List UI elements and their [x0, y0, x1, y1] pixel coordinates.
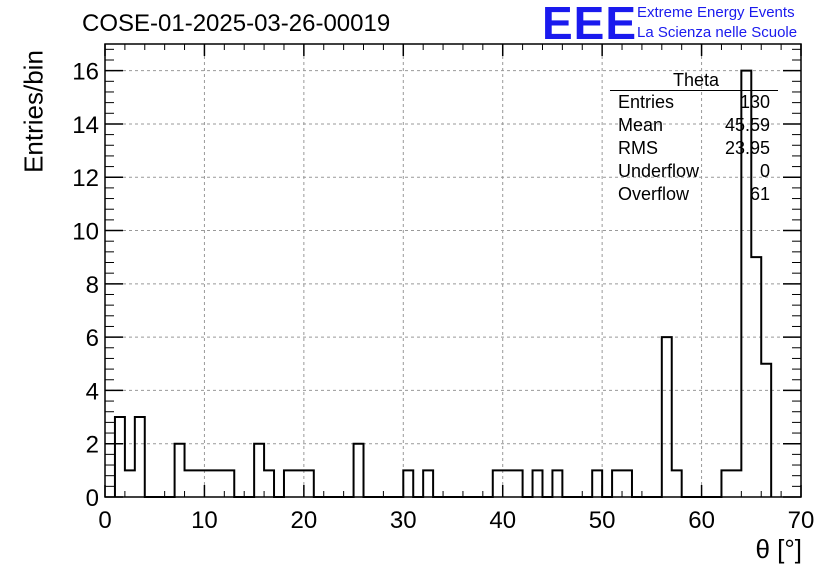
stats-row-overflow: Overflow 61 — [610, 183, 778, 206]
stats-value: 130 — [739, 92, 770, 112]
x-tick-label: 40 — [489, 507, 516, 534]
x-tick-label: 10 — [191, 507, 218, 534]
stats-row-entries: Entries 130 — [610, 91, 778, 114]
axis-ticks — [104, 44, 802, 498]
logo-line-1: Extreme Energy Events — [637, 4, 795, 21]
stats-label: Mean — [618, 115, 664, 135]
stats-value: 45.59 — [724, 115, 770, 135]
stats-value: 61 — [749, 184, 770, 204]
x-tick-label: 0 — [98, 507, 111, 534]
stats-row-mean: Mean 45.59 — [610, 114, 778, 137]
stats-row-underflow: Underflow 0 — [610, 160, 778, 183]
x-tick-label: 20 — [291, 507, 318, 534]
x-tick-label: 30 — [390, 507, 417, 534]
y-tick-label: 2 — [86, 432, 99, 459]
y-tick-label: 6 — [86, 325, 99, 352]
x-axis-label: θ [°] — [755, 534, 802, 564]
y-axis-label: Entries/bin — [18, 50, 49, 173]
y-tick-label: 12 — [72, 165, 99, 192]
stats-row-rms: RMS 23.95 — [610, 137, 778, 160]
y-tick-label: 0 — [86, 485, 99, 512]
logo-line-2: La Scienza nelle Scuole — [637, 24, 798, 41]
plot-frame — [104, 43, 802, 498]
eee-logo-mark: EEE — [542, 0, 638, 49]
stats-value: 0 — [759, 161, 770, 181]
y-tick-label: 14 — [72, 112, 99, 139]
page-title: COSE-01-2025-03-26-00019 — [82, 10, 391, 37]
y-tick-label: 16 — [72, 59, 99, 86]
y-tick-label: 8 — [86, 272, 99, 299]
y-tick-label: 4 — [86, 378, 99, 405]
x-tick-label: 60 — [688, 507, 715, 534]
stats-box: Theta Entries 130 Mean 45.59 RMS 23.95 U… — [610, 68, 778, 206]
y-tick-label: 10 — [72, 219, 99, 246]
stats-label: Entries — [618, 92, 675, 112]
stats-label: RMS — [618, 138, 658, 158]
tick-labels: 0 10 20 30 40 50 60 70 0 2 4 6 8 10 12 14 16 — [72, 59, 814, 534]
stats-label: Overflow — [618, 184, 690, 204]
x-tick-label: 70 — [788, 507, 815, 534]
stats-title: Theta — [610, 68, 778, 91]
x-tick-label: 50 — [589, 507, 616, 534]
stats-value: 23.95 — [724, 138, 770, 158]
grid-lines — [105, 44, 801, 497]
stats-label: Underflow — [618, 161, 700, 181]
